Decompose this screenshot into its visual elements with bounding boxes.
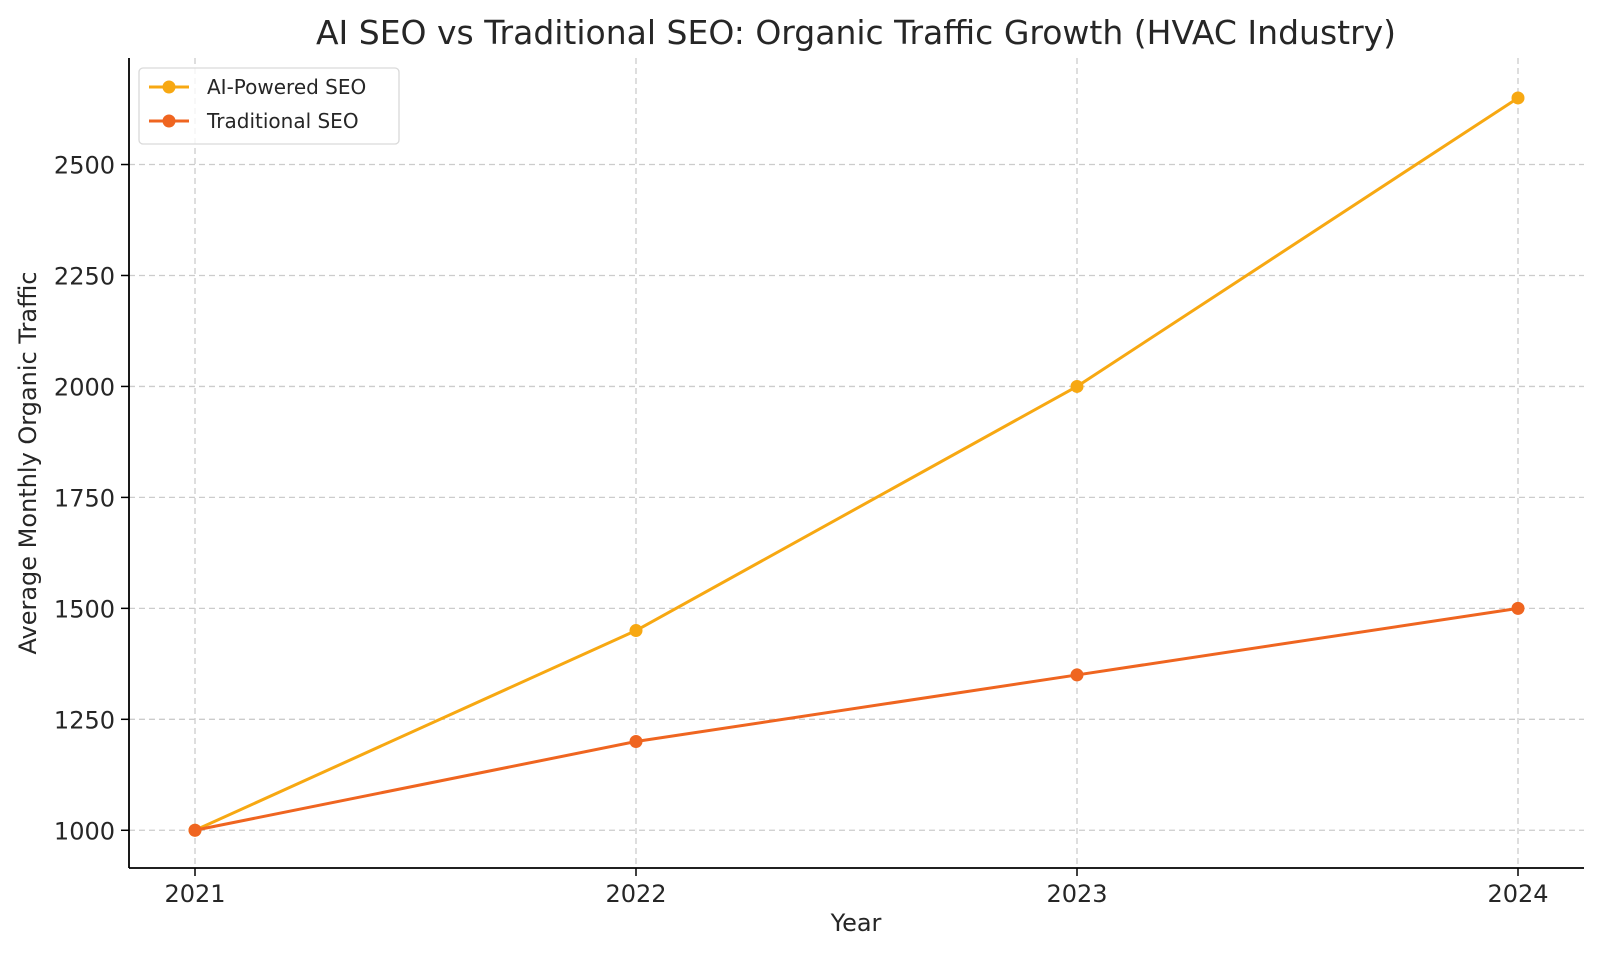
x-tick-label: 2021	[164, 880, 225, 908]
grid-layer	[129, 58, 1584, 868]
y-tick-label: 2500	[54, 152, 115, 180]
data-point	[629, 624, 643, 638]
tick-layer: 2021 2022 2023 2024 1000 1250 1500 1750 2000 2250…	[54, 152, 1549, 908]
y-axis-label: Average Monthly Organic Traffic	[14, 272, 42, 655]
y-tick-label: 1250	[54, 706, 115, 734]
legend: AI-Powered SEO Traditional SEO	[138, 67, 400, 145]
legend-item: AI-Powered SEO	[149, 75, 366, 99]
x-tick-label: 2024	[1487, 880, 1548, 908]
y-tick-label: 1750	[54, 484, 115, 512]
x-axis-label: Year	[830, 909, 882, 937]
data-point	[1511, 91, 1525, 105]
data-point	[1070, 668, 1084, 682]
axes	[128, 58, 1584, 869]
chart-title: AI SEO vs Traditional SEO: Organic Traff…	[316, 13, 1396, 52]
legend-marker	[162, 80, 176, 94]
data-point	[188, 823, 202, 837]
series-0	[188, 91, 1525, 837]
series-layer	[188, 91, 1525, 837]
legend-box	[138, 67, 400, 145]
series-1	[188, 601, 1525, 837]
x-tick-label: 2023	[1046, 880, 1107, 908]
data-point	[1070, 379, 1084, 393]
y-tick-label: 2250	[54, 262, 115, 290]
series-line	[194, 606, 1519, 832]
y-tick-label: 1500	[54, 595, 115, 623]
y-tick-label: 1000	[54, 817, 115, 845]
x-tick-label: 2022	[605, 880, 666, 908]
legend-label: AI-Powered SEO	[207, 75, 366, 99]
legend-item: Traditional SEO	[149, 109, 359, 133]
data-point	[1511, 601, 1525, 615]
data-point	[629, 735, 643, 749]
series-line	[194, 96, 1519, 832]
legend-label: Traditional SEO	[206, 109, 359, 133]
legend-marker	[162, 114, 176, 128]
y-tick-label: 2000	[54, 373, 115, 401]
